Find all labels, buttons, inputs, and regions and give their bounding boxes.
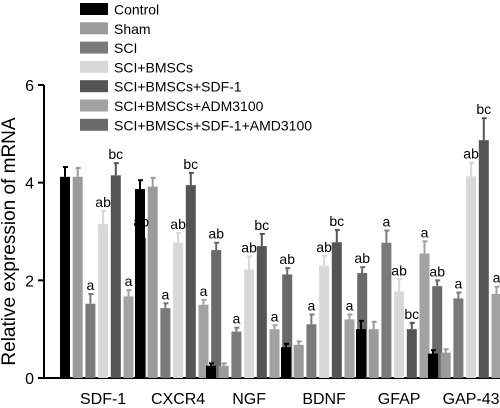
- legend: Control Sham SCI SCI+BMSCs SCI+BMSCs+SDF-1 SC…: [80, 2, 312, 133]
- bar: [135, 189, 145, 378]
- legend-label: SCI+BMSCs+SDF-1: [114, 79, 242, 95]
- x-tick-label: SDF-1: [80, 391, 126, 408]
- x-tick-label: GAP-43: [443, 391, 500, 408]
- significance-label: ab: [208, 226, 224, 242]
- bar: [206, 365, 216, 378]
- bar: [491, 294, 500, 378]
- bar: [98, 224, 109, 378]
- bar: [440, 352, 451, 378]
- significance-label: bc: [183, 156, 198, 172]
- bar: [406, 329, 417, 378]
- bar: [198, 304, 209, 378]
- significance-label: bc: [329, 213, 344, 229]
- bar: [344, 319, 355, 378]
- significance-label: ab: [354, 250, 370, 266]
- bar: [282, 274, 293, 378]
- bar: [244, 269, 255, 378]
- legend-label: Sham: [114, 21, 151, 37]
- bar: [281, 347, 291, 378]
- bar: [256, 246, 267, 378]
- legend-swatch: [80, 118, 108, 131]
- bar: [466, 176, 477, 378]
- bar: [211, 250, 222, 378]
- significance-label: ab: [391, 262, 407, 278]
- legend-label: SCI+BMSCs+ADM3100: [114, 98, 264, 114]
- bar: [356, 329, 366, 378]
- significance-label: a: [87, 277, 95, 293]
- x-tick-label: BDNF: [302, 391, 346, 408]
- bar: [419, 253, 430, 378]
- bar: [160, 308, 171, 378]
- significance-label: ab: [241, 239, 257, 255]
- bar: [147, 186, 158, 378]
- significance-label: a: [493, 270, 500, 286]
- bar: [478, 140, 489, 378]
- y-axis-title: Relative expression of mRNA: [0, 117, 20, 365]
- significance-label: ab: [95, 194, 111, 210]
- bar: [306, 324, 317, 378]
- significance-label: a: [271, 308, 279, 324]
- legend-swatch: [80, 3, 108, 15]
- significance-label: a: [383, 214, 391, 230]
- significance-label: ab: [316, 239, 332, 255]
- bar: [428, 353, 438, 378]
- bar: [173, 242, 184, 378]
- legend-swatch: [80, 80, 108, 93]
- x-tick-label: NGF: [232, 391, 266, 408]
- legend-swatch: [80, 22, 108, 35]
- significance-label: a: [421, 224, 429, 240]
- legend-swatch: [80, 60, 108, 73]
- significance-label: ab: [463, 146, 479, 162]
- significance-label: bc: [404, 306, 419, 322]
- x-tick-label: GFAP: [378, 391, 421, 408]
- x-tick-label: CXCR4: [151, 391, 205, 408]
- bar: [85, 303, 96, 378]
- bar: [432, 286, 443, 378]
- legend-swatch: [80, 99, 108, 112]
- bar: [293, 344, 304, 378]
- significance-label: a: [200, 283, 208, 299]
- significance-label: a: [346, 298, 354, 314]
- bar: [357, 273, 368, 378]
- bar: [394, 291, 405, 378]
- bars: [60, 117, 500, 378]
- bar: [231, 331, 242, 378]
- y-tick-label: 4: [25, 176, 34, 193]
- significance-label: ab: [170, 216, 186, 232]
- y-tick-label: 0: [25, 371, 34, 388]
- bar: [60, 176, 70, 378]
- legend-swatch: [80, 41, 108, 54]
- y-tick-label: 6: [25, 78, 34, 95]
- bar: [368, 329, 379, 378]
- bar: [269, 329, 280, 378]
- bar: [381, 242, 392, 378]
- bar: [72, 176, 83, 378]
- legend-label: SCI+BMSCs: [114, 59, 193, 75]
- significance-label: a: [162, 286, 170, 302]
- significance-label: ab: [133, 214, 149, 230]
- bar: [319, 265, 330, 378]
- legend-label: Control: [114, 2, 159, 18]
- significance-label: bc: [108, 146, 123, 162]
- significance-label: bc: [476, 101, 491, 117]
- bar: [123, 296, 134, 378]
- significance-label: ab: [279, 251, 295, 267]
- bar: [218, 365, 229, 378]
- significance-label: bc: [254, 217, 269, 233]
- significance-label: ab: [429, 263, 445, 279]
- bar: [453, 298, 464, 378]
- y-tick-label: 2: [25, 273, 34, 290]
- legend-label: SCI+BMSCs+SDF-1+AMD3100: [114, 117, 312, 133]
- significance-label: a: [125, 273, 133, 289]
- significance-label: a: [455, 276, 463, 292]
- bar: [110, 175, 121, 378]
- significance-label: a: [308, 298, 316, 314]
- significance-label: a: [233, 311, 241, 327]
- legend-label: SCI: [114, 40, 137, 56]
- bar: [331, 242, 342, 378]
- bar: [185, 185, 196, 378]
- labels: aabbcaabSDF-1aabbcaabCXCR4aabbcaabNGFaab…: [80, 101, 500, 408]
